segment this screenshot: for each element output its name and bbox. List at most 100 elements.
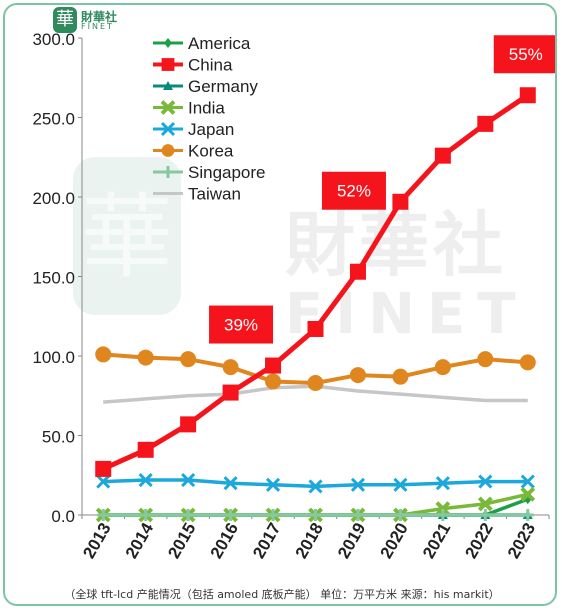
y-tick-label: 250.0	[32, 110, 75, 129]
legend-label: Korea	[188, 142, 234, 161]
data-point-china	[180, 416, 197, 433]
data-point-singapore	[521, 509, 534, 521]
legend-label: Japan	[188, 120, 234, 139]
x-tick-label: 2016	[207, 520, 242, 562]
data-point-singapore	[224, 509, 237, 521]
data-point-singapore	[97, 509, 110, 521]
data-point-china	[477, 115, 494, 132]
legend-marker	[164, 38, 172, 48]
data-point-korea	[519, 354, 536, 371]
legend-label: America	[188, 34, 251, 53]
legend-marker	[163, 81, 173, 90]
data-point-japan	[350, 477, 366, 492]
data-point-korea	[477, 351, 494, 368]
legend-item-singapore: Singapore	[153, 163, 266, 182]
legend-marker	[161, 58, 175, 71]
data-point-japan	[138, 472, 153, 488]
data-point-korea	[180, 351, 197, 368]
legend-item-india: India	[153, 99, 225, 118]
y-tick-label: 200.0	[32, 189, 75, 208]
legend-marker	[160, 100, 176, 115]
data-point-china	[137, 441, 154, 458]
data-point-india	[477, 496, 493, 512]
data-point-china	[95, 460, 112, 477]
legend-marker	[160, 121, 176, 137]
data-point-china	[434, 147, 451, 164]
x-tick-label: 2018	[292, 520, 327, 562]
y-tick-label: 50.0	[42, 428, 75, 447]
legend-item-taiwan: Taiwan	[153, 185, 241, 204]
watermark-seal-icon: 華	[73, 157, 181, 315]
line-chart: 0.0 50.0 100.0 150.0 200.0 250.0 300.0 2013 2014…	[32, 30, 555, 562]
data-point-korea	[392, 368, 409, 385]
watermark-cn: 財華社	[285, 204, 507, 286]
legend-marker	[161, 144, 175, 157]
watermark-seal-char: 華	[81, 184, 173, 291]
data-point-china	[349, 263, 366, 280]
legend-label: Singapore	[188, 163, 266, 182]
legend-label: China	[188, 56, 233, 75]
y-tick-label: 150.0	[32, 269, 75, 288]
legend-item-germany: Germany	[153, 77, 258, 96]
annotation-label: 39%	[224, 316, 258, 335]
data-point-china	[265, 357, 282, 374]
data-point-singapore	[479, 509, 492, 521]
data-point-japan	[181, 472, 196, 488]
y-tick-label: 300.0	[32, 30, 75, 49]
x-tick-label: 2022	[461, 520, 496, 562]
chart-frame: 華 財華社 FINET 華 財華社 FINET 0.0 50.0 100.0 150.…	[3, 3, 557, 606]
annotation-layer: 39% 52% 55%	[209, 35, 555, 344]
brand-seal-icon: 華	[53, 7, 77, 33]
data-point-japan	[265, 477, 281, 492]
brand-name-en: FINET	[81, 22, 114, 31]
x-tick-label: 2017	[249, 520, 284, 562]
y-tick-label: 100.0	[32, 348, 75, 367]
annotation-label: 55%	[509, 45, 543, 64]
series-singapore	[97, 509, 534, 521]
x-tick-label: 2020	[377, 520, 412, 562]
data-point-japan	[520, 474, 535, 489]
data-point-korea	[349, 367, 366, 384]
legend-item-america: America	[153, 34, 251, 53]
data-point-japan	[96, 474, 111, 489]
x-tick-label: 2015	[164, 520, 199, 562]
annotation-box	[493, 35, 555, 74]
data-point-singapore	[351, 509, 364, 521]
series-japan	[96, 472, 535, 494]
x-tick-label: 2023	[504, 520, 539, 562]
legend-item-japan: Japan	[153, 120, 234, 139]
annotation-box	[321, 171, 386, 210]
y-tick-label: 0.0	[51, 507, 75, 526]
x-tick-label: 2013	[79, 520, 114, 562]
data-point-japan	[223, 476, 238, 491]
x-tick-label: 2021	[419, 520, 454, 562]
data-point-korea	[137, 349, 154, 366]
data-point-korea	[222, 359, 239, 376]
legend-label: Germany	[188, 77, 258, 96]
data-point-india	[435, 501, 451, 517]
x-tick-label: 2019	[334, 520, 369, 562]
series-china	[95, 87, 536, 477]
data-point-singapore	[394, 509, 407, 521]
chart-caption: （全球 tft-lcd 产能情况（包括 amoled 底板产能） 单位：万平方米…	[64, 588, 500, 601]
series-korea	[95, 346, 536, 392]
chart-legend: America China Germany India Japan Korea Singap…	[153, 34, 266, 204]
data-point-korea	[265, 373, 282, 390]
legend-label: Taiwan	[188, 185, 241, 204]
data-point-china	[307, 320, 324, 337]
series-layer	[95, 87, 536, 523]
data-point-singapore	[309, 509, 322, 521]
brand-name-cn: 財華社	[81, 10, 118, 24]
legend-item-china: China	[153, 56, 233, 75]
data-point-singapore	[139, 509, 152, 521]
annotation-callout: 39%	[209, 305, 274, 344]
x-tick-label: 2014	[122, 519, 158, 562]
annotation-label: 52%	[337, 182, 371, 201]
data-point-japan	[478, 474, 493, 489]
data-point-india	[520, 486, 536, 502]
legend-item-korea: Korea	[153, 142, 234, 161]
data-point-singapore	[267, 509, 280, 521]
annotation-box	[209, 305, 274, 344]
data-point-china	[222, 384, 239, 401]
data-point-japan	[435, 476, 450, 491]
